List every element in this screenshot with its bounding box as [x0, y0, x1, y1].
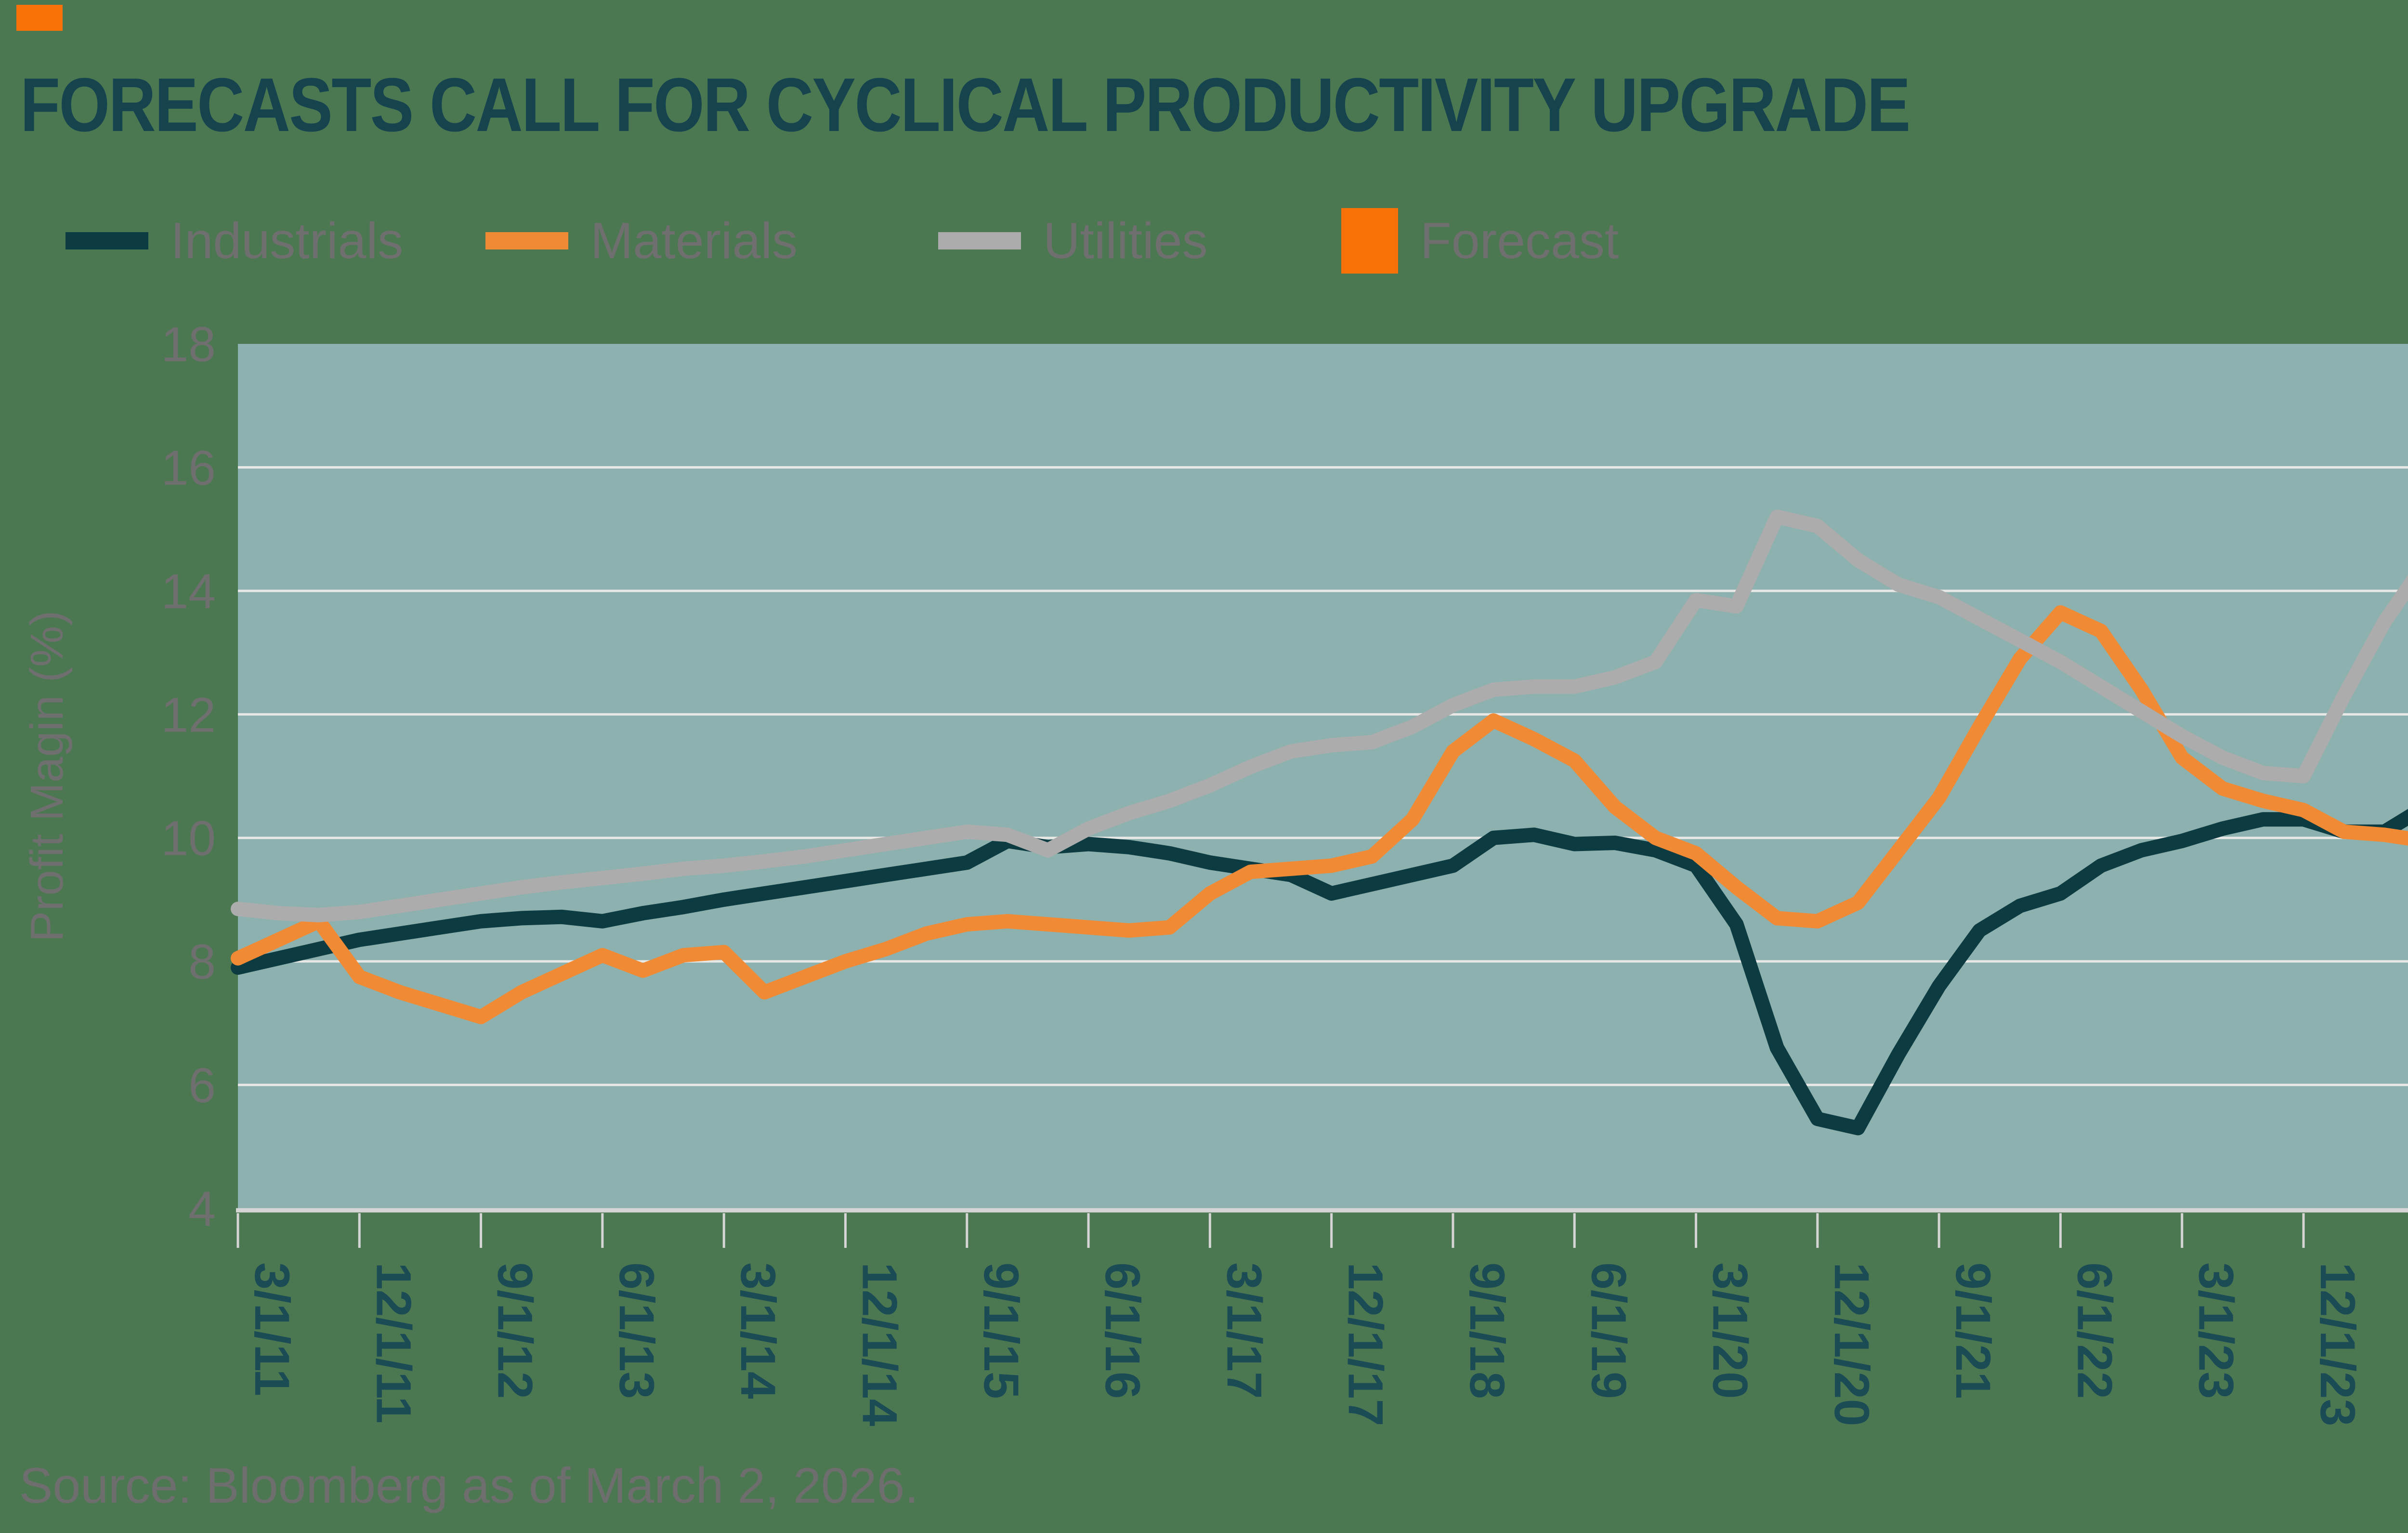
legend-label-utilities: Utilities: [1043, 212, 1208, 269]
legend-label-industrials: Industrials: [170, 212, 404, 269]
industrials-line-swatch: [65, 232, 148, 249]
page-title: FORECASTS CALL FOR CYCLICAL PRODUCTIVITY…: [20, 63, 1911, 147]
y-tick-label-10: 10: [161, 811, 216, 866]
y-tick-label-14: 14: [161, 564, 216, 619]
legend-item-industrials: Industrials: [65, 202, 403, 279]
utilities-line-swatch: [938, 232, 1021, 249]
legend-item-materials: Materials: [485, 202, 798, 279]
legend-label-materials: Materials: [590, 212, 798, 269]
y-tick-label-8: 8: [188, 934, 216, 989]
x-tick-label-9/1/18: 9/1/18: [1460, 1262, 1515, 1399]
x-tick-label-3/1/14: 3/1/14: [731, 1262, 785, 1399]
x-tick-label-9/1/12: 9/1/12: [488, 1262, 543, 1399]
legend-label-forecast: Forecast: [1420, 212, 1619, 269]
x-tick-label-3/1/20: 3/1/20: [1703, 1262, 1758, 1399]
y-tick-label-18: 18: [161, 317, 216, 372]
x-tick-label-6/1/13: 6/1/13: [609, 1262, 664, 1399]
x-tick-label-6/1/22: 6/1/22: [2067, 1262, 2122, 1399]
legend-item-utilities: Utilities: [938, 202, 1208, 279]
x-tick-label-6/1/19: 6/1/19: [1581, 1262, 1636, 1399]
y-tick-label-16: 16: [161, 440, 216, 495]
x-tick-label-9/1/21: 9/1/21: [1946, 1262, 2001, 1399]
x-tick-label-3/1/11: 3/1/11: [245, 1262, 300, 1396]
x-tick-label-12/1/11: 12/1/11: [366, 1262, 421, 1424]
y-tick-label-6: 6: [188, 1058, 216, 1113]
forecast-box-swatch: [1341, 208, 1398, 274]
series-line-materials: [231, 605, 2408, 1024]
x-tick-label-6/1/16: 6/1/16: [1095, 1262, 1150, 1399]
y-axis-title: Profit Magin (%): [21, 610, 73, 942]
x-tick-label-3/1/23: 3/1/23: [2189, 1262, 2244, 1399]
x-tick-label-12/1/23: 12/1/23: [2310, 1262, 2365, 1426]
x-tick-label-12/1/17: 12/1/17: [1338, 1262, 1393, 1426]
y-tick-label-12: 12: [161, 687, 216, 742]
chart-legend: Industrials Materials Utilities Forecast: [0, 202, 2408, 279]
plot-area-background: [238, 344, 2408, 1208]
x-tick-label-9/1/15: 9/1/15: [974, 1262, 1029, 1399]
y-tick-label-4: 4: [188, 1181, 216, 1236]
x-tick-label-12/1/20: 12/1/20: [1824, 1262, 1879, 1426]
materials-line-swatch: [485, 232, 568, 249]
series-line-utilities: [231, 510, 2408, 922]
x-tick-label-3/1/17: 3/1/17: [1217, 1262, 1271, 1399]
x-tick-label-12/1/14: 12/1/14: [852, 1262, 907, 1427]
source-note: Source: Bloomberg as of March 2, 2026.: [19, 1458, 919, 1514]
legend-item-forecast: Forecast: [1341, 202, 1619, 279]
series-line-industrials: [231, 809, 2408, 1136]
accent-square: [16, 5, 63, 31]
